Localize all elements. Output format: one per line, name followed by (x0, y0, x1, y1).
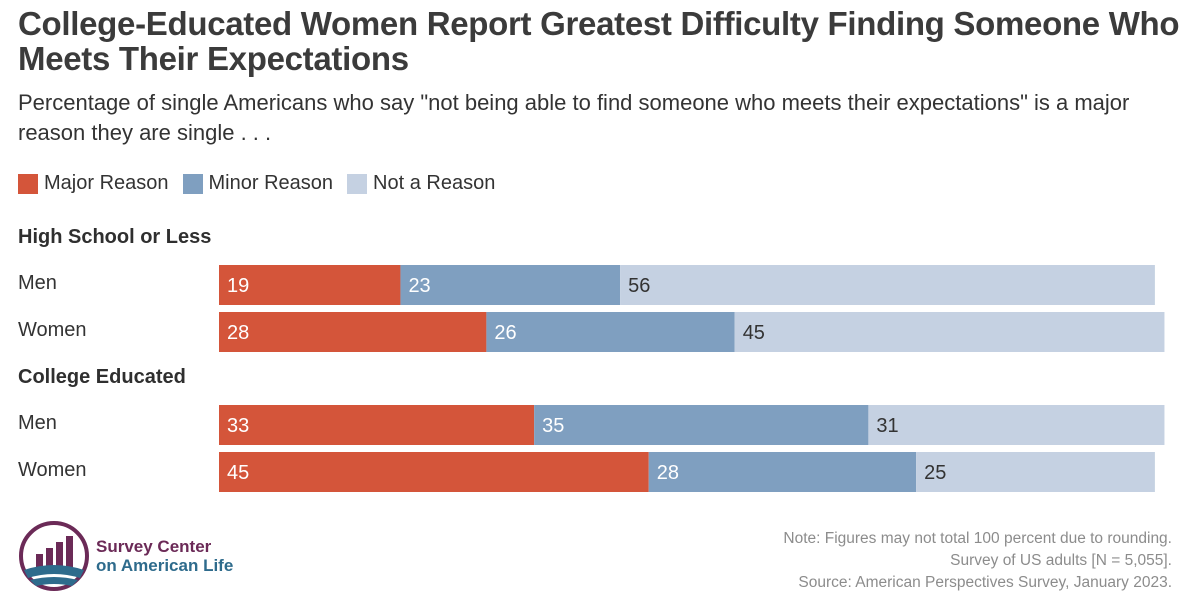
bar-value-label-g0-r1-s1: 26 (494, 322, 516, 344)
footnote-source: Source: American Perspectives Survey, Ja… (798, 572, 1172, 594)
bar-value-label-g0-r0-s2: 56 (628, 275, 650, 297)
bar-g0-r0-s2 (620, 265, 1155, 305)
bar-value-label-g1-r0-s0: 33 (227, 415, 249, 437)
bar-value-label-g1-r0-s1: 35 (542, 415, 564, 437)
bar-value-label-g1-r1-s0: 45 (227, 462, 249, 484)
bar-g0-r1-s1 (486, 312, 734, 352)
bar-value-label-g1-r1-s2: 25 (924, 462, 946, 484)
bar-g1-r1-s0 (219, 452, 649, 492)
bar-value-label-g0-r1-s2: 45 (743, 322, 765, 344)
logo: Survey Center on American Life (18, 520, 233, 592)
bar-value-label-g0-r0-s0: 19 (227, 275, 249, 297)
bar-g1-r0-s0 (219, 405, 534, 445)
bar-value-label-g0-r1-s0: 28 (227, 322, 249, 344)
footnote-note: Note: Figures may not total 100 percent … (783, 528, 1172, 550)
logo-line-2: on American Life (96, 556, 233, 575)
bar-g1-r1-s1 (649, 452, 916, 492)
bar-chart-globe-logo-icon (18, 520, 90, 592)
bar-value-label-g0-r0-s1: 23 (408, 275, 430, 297)
bar-value-label-g1-r0-s2: 31 (876, 415, 898, 437)
bar-value-label-g1-r1-s1: 28 (657, 462, 679, 484)
bar-g0-r1-s2 (735, 312, 1165, 352)
logo-line-1: Survey Center (96, 537, 233, 556)
bar-g0-r1-s0 (219, 312, 486, 352)
footnote-survey: Survey of US adults [N = 5,055]. (950, 550, 1172, 572)
bar-g1-r1-s2 (916, 452, 1155, 492)
bar-g1-r0-s1 (534, 405, 868, 445)
bar-g0-r0-s1 (400, 265, 620, 305)
bar-g1-r0-s2 (868, 405, 1164, 445)
